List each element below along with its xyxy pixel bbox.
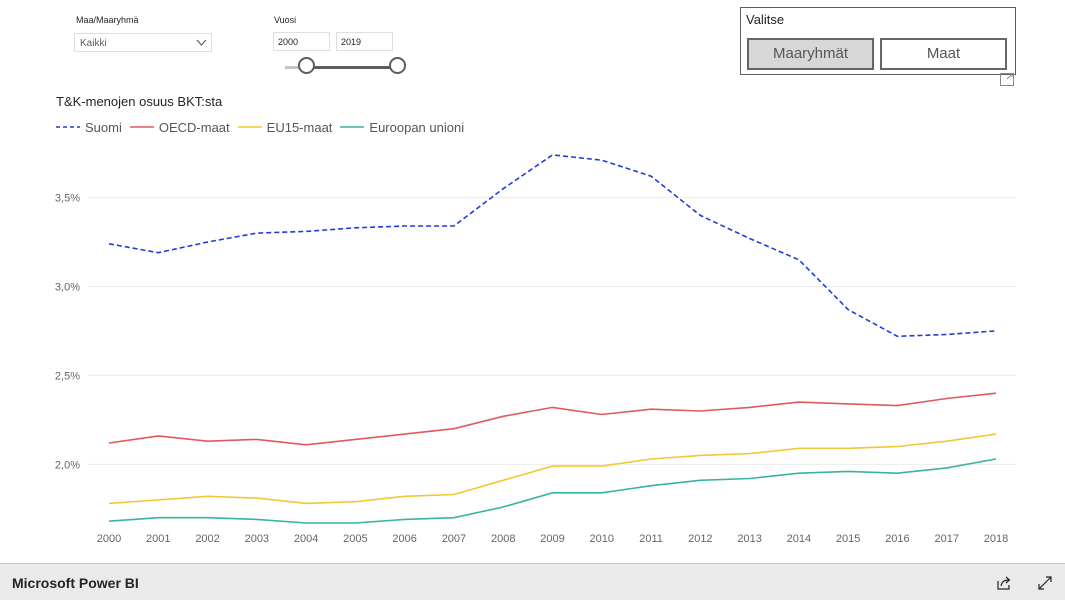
x-tick-label: 2008 — [491, 533, 515, 545]
country-groups-button[interactable]: Maaryhmät — [747, 38, 874, 70]
legend-label: Euroopan unioni — [369, 119, 465, 135]
legend-swatch — [340, 126, 365, 128]
countries-button[interactable]: Maat — [880, 38, 1007, 70]
x-tick-label: 2001 — [146, 533, 170, 545]
selector-title: Valitse — [746, 12, 785, 27]
legend-label: EU15-maat — [266, 119, 333, 135]
footer-bar: Microsoft Power BI — [0, 563, 1065, 600]
year-from-input[interactable]: 2000 — [273, 32, 330, 51]
legend-swatch — [56, 126, 80, 128]
group-selector: Valitse Maaryhmät Maat — [740, 7, 1016, 75]
share-icon[interactable] — [996, 575, 1012, 591]
year-slider-end-handle[interactable] — [389, 57, 406, 74]
x-tick-label: 2015 — [836, 533, 860, 545]
legend-label: OECD-maat — [158, 119, 230, 135]
year-to-input[interactable]: 2019 — [336, 32, 393, 51]
x-tick-label: 2014 — [787, 533, 811, 545]
series-line-suomi[interactable] — [108, 154, 997, 338]
x-tick-label: 2018 — [984, 533, 1008, 545]
x-tick-label: 2009 — [540, 533, 564, 545]
year-slider-range — [307, 66, 398, 69]
x-tick-label: 2006 — [392, 533, 416, 545]
x-tick-label: 2011 — [639, 533, 663, 545]
x-tick-label: 2003 — [245, 533, 269, 545]
year-filter-label: Vuosi — [274, 15, 297, 25]
x-tick-label: 2016 — [885, 533, 909, 545]
chart-legend: Suomi OECD-maat EU15-maat Euroopan unioni — [56, 119, 472, 135]
legend-item[interactable]: EU15-maat — [237, 119, 333, 135]
series-line-eu15-maat[interactable] — [108, 433, 997, 505]
chart-title: T&K-menojen osuus BKT:sta — [56, 94, 223, 109]
y-tick-label: 2,5% — [55, 370, 80, 382]
x-tick-label: 2000 — [97, 533, 121, 545]
series-line-oecd-maat[interactable] — [108, 392, 997, 446]
legend-swatch — [237, 126, 262, 128]
x-tick-label: 2002 — [195, 533, 219, 545]
group-dropdown-value: Kaikki — [80, 38, 107, 49]
series-line-euroopan-unioni[interactable] — [108, 458, 997, 524]
year-slider-start-handle[interactable] — [298, 57, 315, 74]
legend-swatch — [129, 126, 154, 128]
x-tick-label: 2007 — [442, 533, 466, 545]
brand-label: Microsoft Power BI — [12, 575, 139, 591]
chevron-down-icon — [196, 39, 207, 46]
y-tick-label: 3,5% — [55, 193, 80, 205]
fullscreen-icon[interactable] — [1037, 575, 1053, 591]
legend-item[interactable]: Euroopan unioni — [340, 120, 464, 135]
x-tick-label: 2005 — [343, 533, 367, 545]
x-tick-label: 2013 — [737, 533, 761, 545]
x-tick-label: 2004 — [294, 533, 318, 545]
legend-item[interactable]: OECD-maat — [129, 119, 230, 135]
legend-item[interactable]: Suomi — [56, 120, 122, 135]
x-tick-label: 2010 — [590, 533, 614, 545]
group-dropdown[interactable]: Kaikki — [74, 33, 212, 52]
x-tick-label: 2017 — [934, 533, 958, 545]
x-tick-label: 2012 — [688, 533, 712, 545]
line-chart: 2,0% 2,5% 3,0% 3,5% 2000 2001 2002 2003 2004 2005… — [55, 154, 1016, 545]
expand-icon[interactable] — [1000, 73, 1014, 86]
group-filter-label: Maa/Maaryhmä — [76, 15, 139, 25]
y-tick-label: 3,0% — [55, 281, 80, 293]
y-tick-label: 2,0% — [55, 459, 80, 471]
legend-label: Suomi — [85, 119, 122, 135]
